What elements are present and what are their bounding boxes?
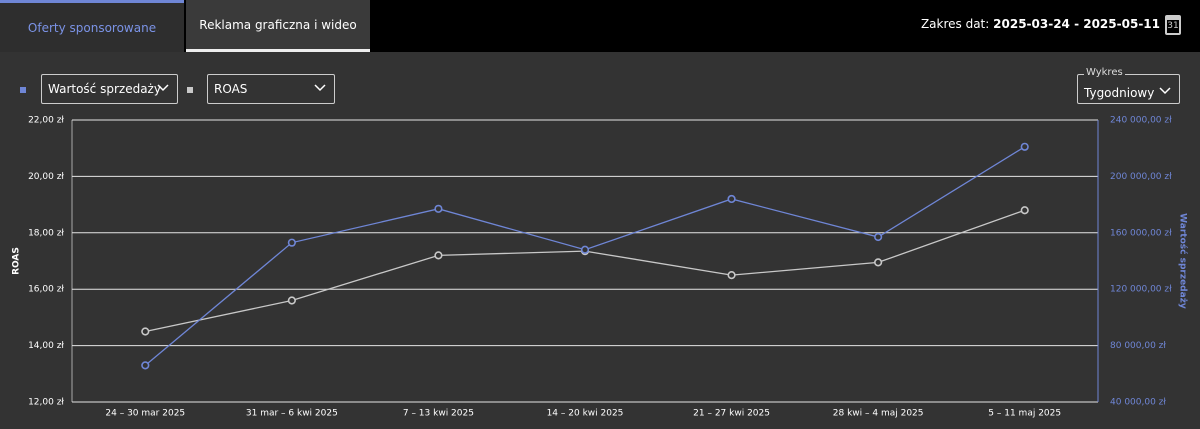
x-tick-label: 21 – 27 kwi 2025 xyxy=(693,409,770,419)
data-point xyxy=(141,361,150,370)
data-point xyxy=(287,296,296,305)
series-dropdown[interactable]: ROAS xyxy=(207,74,335,104)
data-point xyxy=(874,232,883,242)
top-bar: Oferty sponsorowane Reklama graficzna i … xyxy=(0,0,1200,52)
dropdown-label: Wykres xyxy=(1084,67,1125,78)
calendar-icon[interactable]: 31 xyxy=(1165,15,1181,35)
data-point xyxy=(874,258,883,267)
y2-tick-label: 120 000,00 zł xyxy=(1110,285,1172,295)
view-dropdown[interactable]: Tygodniowy xyxy=(1077,74,1180,104)
y-tick-label: 16,00 zł xyxy=(28,285,64,295)
y2-axis-title: Wartość sprzedaży xyxy=(1178,213,1189,309)
tab[interactable]: Reklama graficzna i wideo xyxy=(186,0,370,52)
y-tick-label: 22,00 zł xyxy=(28,116,64,126)
x-tick-label: 5 – 11 maj 2025 xyxy=(988,409,1061,419)
y2-tick-label: 80 000,00 zł xyxy=(1110,341,1166,351)
y2-tick-label: 40 000,00 zł xyxy=(1110,398,1166,408)
y-tick-label: 12,00 zł xyxy=(28,398,64,408)
dropdown-value: ROAS xyxy=(214,82,248,96)
dropdown-value: Wartość sprzedaży xyxy=(48,82,161,96)
y-tick-label: 20,00 zł xyxy=(28,172,64,182)
data-point xyxy=(141,327,150,336)
dropdown-value: Tygodniowy xyxy=(1084,86,1155,100)
y-tick-label: 18,00 zł xyxy=(28,228,64,238)
date-range[interactable]: Zakres dat: 2025-03-24 - 2025-05-11 xyxy=(921,17,1160,31)
series-dropdown[interactable]: Wartość sprzedaży xyxy=(41,74,178,104)
y2-tick-label: 200 000,00 zł xyxy=(1110,172,1172,182)
y-axis-title: ROAS xyxy=(12,247,22,275)
x-tick-label: 31 mar – 6 kwi 2025 xyxy=(246,409,338,419)
y2-tick-label: 240 000,00 zł xyxy=(1110,116,1172,126)
data-point xyxy=(434,204,443,213)
data-point xyxy=(727,194,736,204)
tab[interactable]: Oferty sponsorowane xyxy=(0,0,184,52)
chevron xyxy=(314,84,326,92)
x-tick-label: 24 – 30 mar 2025 xyxy=(105,409,185,419)
date-label: Zakres dat: xyxy=(920,17,990,31)
x-tick-label: 7 – 13 kwi 2025 xyxy=(403,409,474,419)
x-tick-label: 14 – 20 kwi 2025 xyxy=(547,409,624,419)
chevron xyxy=(1159,87,1171,95)
y2-tick-label: 160 000,00 zł xyxy=(1110,228,1172,238)
data-point xyxy=(1020,142,1029,151)
legend-swatch xyxy=(187,87,193,93)
date-value: 2025-03-24 - 2025-05-11 xyxy=(993,17,1160,31)
data-point xyxy=(287,238,296,247)
data-point xyxy=(434,251,443,260)
data-point xyxy=(580,245,590,254)
x-tick-label: 28 kwi – 4 maj 2025 xyxy=(833,409,924,419)
legend-swatch xyxy=(20,87,26,93)
data-point xyxy=(727,271,736,280)
data-point xyxy=(1020,206,1029,215)
series-line xyxy=(144,146,1026,366)
y-tick-label: 14,00 zł xyxy=(28,341,64,351)
chevron xyxy=(157,84,169,92)
